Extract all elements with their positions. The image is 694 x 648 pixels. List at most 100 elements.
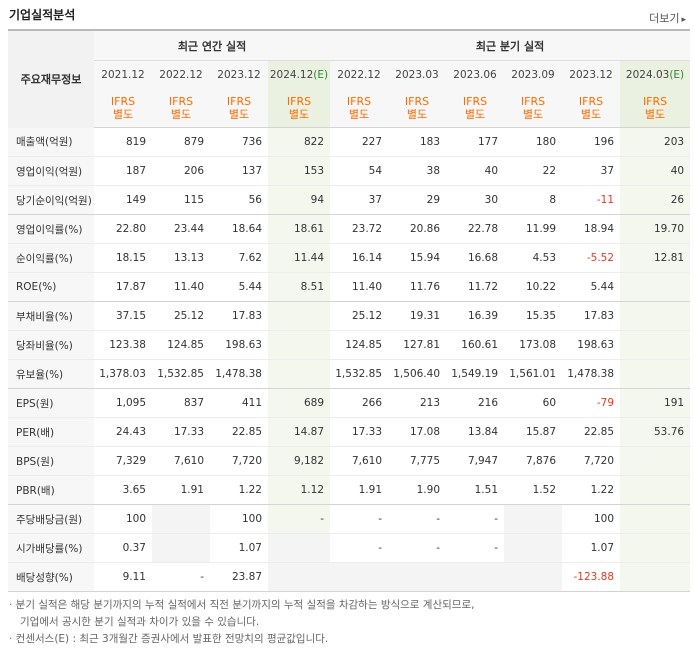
table-cell: 22.80 [94, 214, 152, 244]
table-cell: 822 [268, 127, 331, 157]
table-cell [152, 504, 210, 534]
row-label: 시가배당률(%) [8, 533, 94, 563]
period-label: 2023.12 [217, 68, 261, 81]
period-label: 2024.12 [269, 68, 314, 81]
period-label: 2023.03 [395, 68, 439, 81]
table-cell: 1.91 [330, 475, 389, 505]
table-cell: 1.22 [562, 475, 621, 505]
table-cell: 40 [446, 156, 505, 186]
table-cell [620, 301, 691, 331]
basis-label: 별도 [348, 107, 370, 121]
basis-label: 별도 [170, 107, 192, 121]
ifrs-label: IFRS [168, 94, 194, 108]
estimate-mark: (E) [313, 68, 329, 81]
ifrs-label: IFRS [226, 94, 252, 108]
table-cell: 7,329 [94, 446, 152, 476]
table-cell: 7,610 [152, 446, 210, 476]
table-cell: - [330, 504, 389, 534]
ifrs-label: IFRS [110, 94, 136, 108]
table-cell: 18.15 [94, 243, 152, 273]
table-cell [330, 562, 389, 592]
table-cell: -5.52 [562, 243, 621, 273]
table-cell [504, 533, 563, 563]
ifrs-label: IFRS [578, 94, 604, 108]
table-cell: - [446, 533, 505, 563]
table-row: PER(배) 24.43 17.33 22.85 14.87 17.33 17.08 13.8… [8, 417, 691, 447]
table-cell: 26 [620, 185, 691, 215]
footnotes: · 분기 실적은 해당 분기까지의 누적 실적에서 직전 분기까지의 누적 실적… [9, 597, 474, 648]
row-label: 당기순이익(억원) [8, 185, 94, 215]
period-label: 2023.09 [511, 68, 555, 81]
table-cell: 123.38 [94, 330, 152, 360]
table-cell [268, 562, 331, 592]
table-cell: 94 [268, 185, 331, 215]
table-row: 순이익률(%) 18.15 13.13 7.62 11.44 16.14 15.94 16.6… [8, 243, 691, 273]
table-cell: 177 [446, 127, 505, 157]
table-cell: 689 [268, 388, 331, 418]
table-cell: 11.40 [152, 272, 210, 302]
table-cell: 13.13 [152, 243, 210, 273]
table-cell: 7,720 [210, 446, 268, 476]
table-row: 부채비율(%) 37.15 25.12 17.83 25.12 19.31 16.39 15.… [8, 301, 691, 331]
table-cell: 1,478.38 [562, 359, 621, 389]
period-header: 2024.12(E) [268, 60, 331, 88]
period-header: 2024.03(E) [620, 60, 691, 88]
table-cell: -123.88 [562, 562, 621, 592]
table-cell: -79 [562, 388, 621, 418]
table-cell: 216 [446, 388, 505, 418]
table-cell: 124.85 [330, 330, 389, 360]
table-cell: 29 [388, 185, 447, 215]
table-cell: 266 [330, 388, 389, 418]
table-cell: 1.52 [504, 475, 563, 505]
table-cell: 23.87 [210, 562, 268, 592]
ifrs-header: IFRS 별도 [268, 88, 331, 128]
table-cell: -11 [562, 185, 621, 215]
period-label: 2022.12 [159, 68, 203, 81]
table-cell: 100 [562, 504, 621, 534]
table-cell: 1,532.85 [330, 359, 389, 389]
more-link[interactable]: 더보기 ▸ [649, 10, 686, 26]
table-cell: 1,549.19 [446, 359, 505, 389]
table-cell: 8.51 [268, 272, 331, 302]
table-cell: 17.83 [210, 301, 268, 331]
table-cell: 736 [210, 127, 268, 157]
table-cell: 227 [330, 127, 389, 157]
table-cell: 40 [620, 156, 691, 186]
ifrs-header: IFRS 별도 [446, 88, 505, 128]
table-cell [504, 562, 563, 592]
table-row: 매출액(억원) 819 879 736 822 227 183 177 180 196 203 [8, 127, 691, 157]
period-header: 2023.12 [562, 60, 621, 88]
period-label: 2023.06 [453, 68, 497, 81]
table-cell: 1.22 [210, 475, 268, 505]
ifrs-header: IFRS 별도 [210, 88, 268, 128]
table-cell: 127.81 [388, 330, 447, 360]
table-cell [620, 475, 691, 505]
table-cell: 22.78 [446, 214, 505, 244]
period-header: 2022.12 [152, 60, 210, 88]
table-row: 유보율(%) 1,378.03 1,532.85 1,478.38 1,532.85 1,… [8, 359, 691, 389]
ifrs-label: IFRS [462, 94, 488, 108]
ifrs-label: IFRS [286, 94, 312, 108]
table-cell: 16.39 [446, 301, 505, 331]
table-cell: 11.76 [388, 272, 447, 302]
section-title: 기업실적분석 [9, 8, 76, 22]
table-cell [620, 359, 691, 389]
table-row: 주당배당금(원) 100 100- - - -100 [8, 504, 691, 534]
table-cell: 15.94 [388, 243, 447, 273]
table-cell: 9,182 [268, 446, 331, 476]
table-cell: - [268, 504, 331, 534]
ifrs-header: IFRS 별도 [562, 88, 621, 128]
table-cell: 37.15 [94, 301, 152, 331]
ifrs-header: IFRS 별도 [504, 88, 563, 128]
table-cell: 19.31 [388, 301, 447, 331]
table-cell: 191 [620, 388, 691, 418]
table-cell: 22.85 [210, 417, 268, 447]
table-cell [620, 504, 691, 534]
table-cell: 17.33 [330, 417, 389, 447]
table-cell: 56 [210, 185, 268, 215]
chevron-right-icon: ▸ [681, 15, 686, 25]
row-label: 주당배당금(원) [8, 504, 94, 534]
row-label: ROE(%) [8, 272, 94, 302]
period-label: 2024.03 [625, 68, 670, 81]
table-cell: 25.12 [330, 301, 389, 331]
